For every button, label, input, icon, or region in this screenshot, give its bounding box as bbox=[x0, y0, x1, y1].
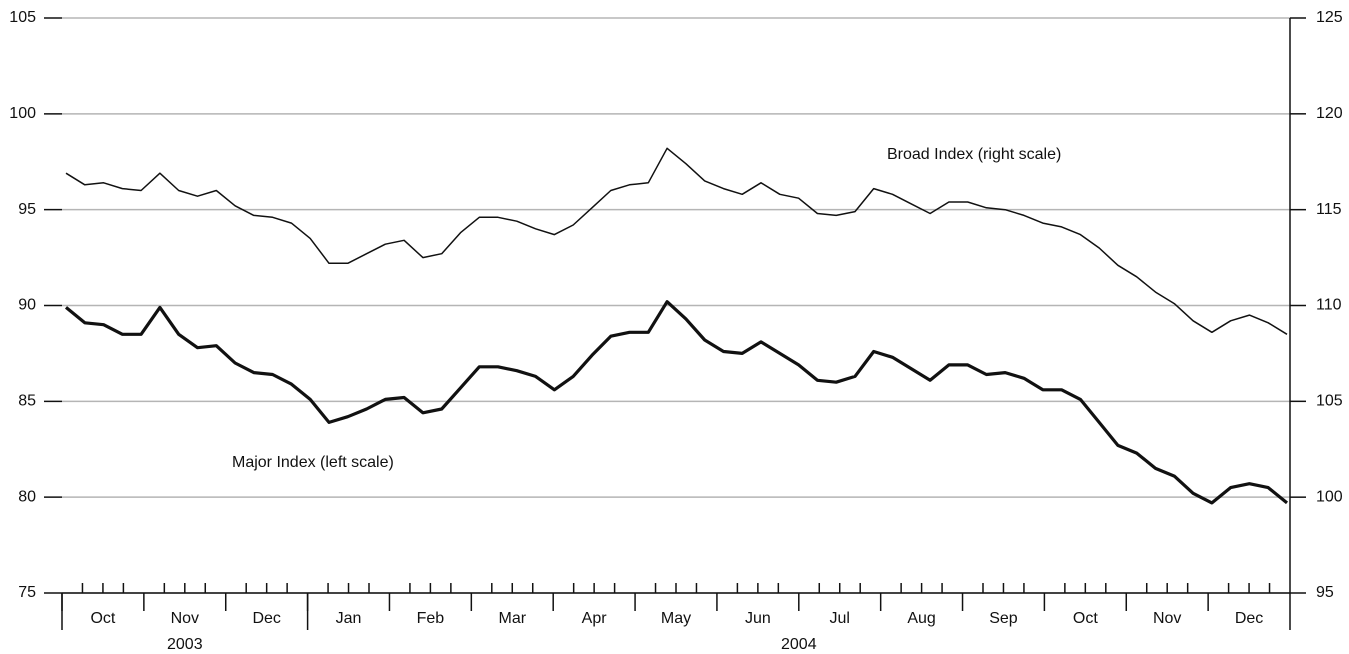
y-tick-label: 80 bbox=[18, 488, 36, 505]
x-tick-label: Dec bbox=[252, 610, 280, 627]
y-tick-label: 105 bbox=[9, 9, 36, 26]
x-tick-label: Oct bbox=[1073, 610, 1098, 627]
x-tick-label: Nov bbox=[1153, 610, 1181, 627]
x-tick-label: May bbox=[661, 610, 691, 627]
x-tick-label: Nov bbox=[171, 610, 199, 627]
x-tick-label: Apr bbox=[582, 610, 608, 627]
x-tick-label: Dec bbox=[1235, 610, 1263, 627]
x-tick-label: Aug bbox=[907, 610, 935, 627]
y2-tick-label: 115 bbox=[1316, 201, 1342, 218]
series-label: Broad Index (right scale) bbox=[887, 146, 1061, 163]
x-tick-label: Mar bbox=[498, 610, 526, 627]
y2-tick-label: 100 bbox=[1316, 488, 1343, 505]
series-line bbox=[65, 147, 1288, 335]
y-tick-label: 75 bbox=[18, 584, 36, 601]
x-tick-label: Jul bbox=[830, 610, 850, 627]
x-tick-label: Feb bbox=[417, 610, 445, 627]
y2-tick-label: 95 bbox=[1316, 584, 1334, 601]
series-line bbox=[64, 300, 1289, 505]
y-tick-label: 100 bbox=[9, 105, 36, 122]
year-label: 2004 bbox=[781, 636, 817, 653]
y2-tick-label: 125 bbox=[1316, 9, 1343, 26]
series-label: Major Index (left scale) bbox=[232, 454, 394, 471]
y-tick-label: 90 bbox=[18, 297, 36, 314]
y-tick-label: 95 bbox=[18, 201, 36, 218]
x-tick-label: Jan bbox=[336, 610, 362, 627]
y2-tick-label: 105 bbox=[1316, 393, 1343, 410]
x-tick-label: Oct bbox=[90, 610, 115, 627]
year-label: 2003 bbox=[167, 636, 203, 653]
y2-tick-label: 120 bbox=[1316, 105, 1343, 122]
y-tick-label: 85 bbox=[18, 393, 36, 410]
y2-tick-label: 110 bbox=[1316, 297, 1342, 314]
x-tick-label: Sep bbox=[989, 610, 1018, 627]
x-tick-label: Jun bbox=[745, 610, 771, 627]
